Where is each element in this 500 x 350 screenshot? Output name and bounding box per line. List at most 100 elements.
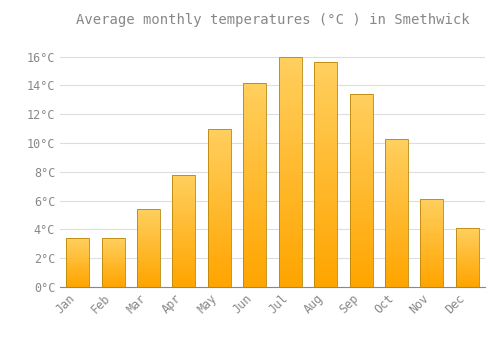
Bar — [244, 83, 266, 86]
Bar — [244, 197, 266, 201]
Bar — [350, 167, 372, 171]
Bar — [278, 241, 301, 246]
Bar — [208, 208, 231, 211]
Bar — [66, 283, 89, 284]
Bar — [244, 238, 266, 242]
Bar — [172, 190, 196, 192]
Bar — [420, 224, 444, 225]
Bar — [66, 242, 89, 243]
Bar — [456, 273, 479, 274]
Bar — [350, 272, 372, 275]
Bar — [314, 184, 337, 188]
Bar — [314, 143, 337, 148]
Bar — [278, 227, 301, 232]
Bar — [278, 163, 301, 167]
Bar — [137, 281, 160, 282]
Bar — [208, 262, 231, 265]
Bar — [420, 229, 444, 231]
Bar — [420, 254, 444, 256]
Bar — [350, 229, 372, 233]
Bar — [385, 177, 408, 180]
Bar — [172, 244, 196, 246]
Bar — [244, 193, 266, 197]
Bar — [385, 204, 408, 207]
Bar — [420, 243, 444, 245]
Bar — [314, 273, 337, 278]
Bar — [137, 230, 160, 231]
Bar — [208, 249, 231, 252]
Bar — [102, 240, 124, 241]
Bar — [244, 230, 266, 234]
Bar — [420, 264, 444, 266]
Bar — [456, 262, 479, 264]
Bar — [208, 145, 231, 148]
Bar — [172, 195, 196, 197]
Bar — [314, 130, 337, 134]
Bar — [350, 256, 372, 260]
Bar — [172, 229, 196, 231]
Bar — [385, 269, 408, 272]
Bar — [314, 98, 337, 103]
Bar — [66, 251, 89, 252]
Bar — [66, 278, 89, 279]
Bar — [350, 129, 372, 133]
Bar — [385, 228, 408, 231]
Bar — [102, 239, 124, 240]
Bar — [350, 125, 372, 129]
Bar — [172, 238, 196, 240]
Bar — [102, 286, 124, 287]
Bar — [314, 161, 337, 166]
Bar — [137, 260, 160, 262]
Bar — [244, 234, 266, 238]
Bar — [385, 160, 408, 162]
Bar — [385, 174, 408, 177]
Bar — [314, 85, 337, 89]
Bar — [172, 233, 196, 235]
Bar — [350, 144, 372, 148]
Bar — [137, 223, 160, 225]
Bar — [350, 171, 372, 175]
Bar — [385, 195, 408, 198]
Bar — [420, 206, 444, 208]
Bar — [66, 262, 89, 264]
Bar — [172, 193, 196, 195]
Bar — [66, 276, 89, 277]
Bar — [278, 186, 301, 190]
Bar — [278, 153, 301, 158]
Bar — [66, 245, 89, 246]
Bar — [278, 103, 301, 107]
Bar — [350, 214, 372, 218]
Bar — [278, 255, 301, 259]
Bar — [66, 277, 89, 278]
Bar — [314, 278, 337, 282]
Bar — [208, 255, 231, 259]
Bar — [278, 75, 301, 80]
Bar — [102, 242, 124, 243]
Bar — [420, 227, 444, 229]
Bar — [172, 231, 196, 233]
Bar — [208, 236, 231, 239]
Bar — [66, 239, 89, 240]
Bar — [208, 167, 231, 170]
Bar — [385, 142, 408, 145]
Bar — [244, 209, 266, 214]
Bar — [420, 239, 444, 241]
Bar — [102, 283, 124, 284]
Bar — [244, 148, 266, 152]
Bar — [244, 91, 266, 95]
Bar — [456, 267, 479, 268]
Bar — [172, 249, 196, 251]
Bar — [66, 257, 89, 258]
Bar — [420, 275, 444, 276]
Bar — [66, 272, 89, 273]
Bar — [456, 268, 479, 269]
Bar — [278, 232, 301, 236]
Bar — [244, 160, 266, 164]
Bar — [314, 125, 337, 130]
Bar — [314, 211, 337, 215]
Bar — [102, 257, 124, 258]
Bar — [66, 258, 89, 259]
Bar — [314, 76, 337, 80]
Bar — [66, 265, 89, 266]
Bar — [137, 270, 160, 272]
